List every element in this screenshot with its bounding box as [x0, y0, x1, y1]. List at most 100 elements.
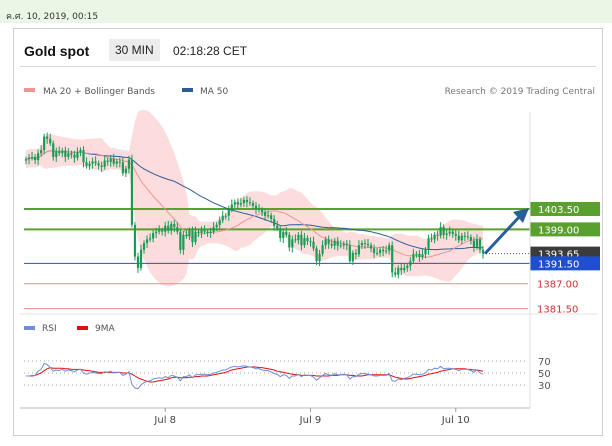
- candle-body: [155, 231, 158, 234]
- legend-label-ma50: MA 50: [200, 87, 229, 97]
- date-text: ค.ศ. 10, 2019, 00:15: [6, 12, 99, 22]
- candle-body: [182, 234, 185, 250]
- candle-body: [76, 152, 79, 158]
- candle-body: [209, 231, 212, 234]
- candle-body: [409, 261, 412, 266]
- candle-body: [167, 225, 170, 231]
- candle-body: [360, 242, 364, 246]
- candle-body: [378, 249, 382, 253]
- candle-body: [357, 245, 361, 255]
- chart-time: 02:18:28 CET: [173, 44, 248, 58]
- x-tick-label-jul-9: Jul 9: [299, 415, 322, 426]
- candle-body: [267, 215, 270, 217]
- period-selector[interactable]: 30 MIN: [109, 39, 160, 61]
- candle-body: [469, 237, 472, 241]
- candle-body: [345, 243, 348, 246]
- candle-body: [321, 245, 324, 254]
- candle-body: [55, 151, 58, 157]
- candle-body: [145, 239, 149, 243]
- candle-body: [203, 230, 206, 232]
- candle-body: [394, 272, 397, 275]
- rsi-level-label-30: 30: [538, 381, 551, 392]
- candle-body: [442, 227, 445, 235]
- candle-body: [382, 249, 385, 252]
- candle-body: [300, 234, 303, 246]
- candle-body: [457, 235, 460, 241]
- candle-body: [139, 249, 143, 268]
- legend-swatch-ma20: [24, 88, 35, 92]
- candle-body: [148, 238, 152, 240]
- candle-body: [124, 168, 127, 174]
- candle-body: [85, 162, 88, 166]
- candle-body: [191, 230, 194, 243]
- candle-body: [194, 231, 197, 243]
- candle-body: [303, 237, 306, 246]
- candle-body: [472, 240, 476, 248]
- candle-body: [466, 236, 469, 238]
- candle-body: [245, 199, 249, 203]
- pivot-tag: [530, 256, 600, 271]
- candle-body: [88, 163, 91, 166]
- candle-body: [282, 232, 285, 238]
- candle-body: [288, 234, 291, 248]
- candle-body: [212, 227, 215, 232]
- candle-body: [24, 159, 28, 161]
- resistance-label-1399-00: 1399.00: [538, 225, 579, 236]
- candle-body: [70, 153, 73, 155]
- candle-body: [351, 252, 354, 262]
- candle-body: [206, 231, 209, 234]
- candle-body: [161, 230, 164, 232]
- candle-body: [30, 156, 34, 158]
- candle-body: [354, 252, 357, 255]
- candle-body: [318, 253, 321, 262]
- candle-body: [33, 156, 37, 161]
- candle-body: [233, 202, 236, 205]
- pivot-label: 1391.50: [538, 259, 579, 270]
- candle-body: [152, 233, 155, 239]
- bollinger-band-area: [26, 110, 483, 287]
- candle-body: [306, 237, 309, 242]
- candle-body: [270, 215, 273, 219]
- candle-body: [439, 227, 442, 236]
- legend-label-ma20: MA 20 + Bollinger Bands: [43, 87, 155, 97]
- candle-body: [127, 159, 131, 169]
- candle-body: [342, 243, 345, 246]
- candle-body: [448, 231, 451, 234]
- candle-body: [43, 136, 46, 151]
- candle-body: [227, 209, 230, 216]
- candle-body: [460, 235, 463, 241]
- candle-body: [106, 160, 109, 162]
- candle-body: [445, 233, 448, 235]
- candle-body: [363, 242, 367, 244]
- candle-body: [64, 150, 67, 157]
- candle-body: [221, 215, 224, 221]
- candle-body: [481, 249, 485, 254]
- candle-body: [366, 243, 370, 246]
- candle-body: [109, 158, 112, 162]
- support-label-1381-50: 1381.50: [537, 305, 578, 316]
- candle-body: [430, 238, 433, 240]
- candle-body: [230, 204, 233, 210]
- candle-body: [236, 202, 239, 205]
- candle-body: [388, 245, 391, 251]
- candle-body: [375, 252, 379, 254]
- candle-body: [73, 154, 76, 158]
- candle-body: [324, 239, 327, 246]
- candle-body: [97, 163, 100, 166]
- candle-body: [242, 199, 246, 204]
- candle-body: [173, 223, 176, 228]
- resistance-label-1403-50: 1403.50: [538, 205, 579, 216]
- ma20-line: [25, 150, 484, 258]
- candle-body: [327, 239, 330, 244]
- candle-body: [391, 245, 394, 273]
- resistance-tag-1399-00: [530, 222, 600, 237]
- candle-body: [257, 209, 261, 210]
- candle-body: [406, 265, 409, 268]
- candle-body: [421, 254, 424, 258]
- candle-body: [185, 234, 188, 237]
- candle-body: [133, 224, 137, 257]
- candle-body: [115, 161, 118, 164]
- candle-body: [478, 239, 482, 250]
- candle-body: [309, 241, 312, 243]
- candle-body: [46, 136, 49, 139]
